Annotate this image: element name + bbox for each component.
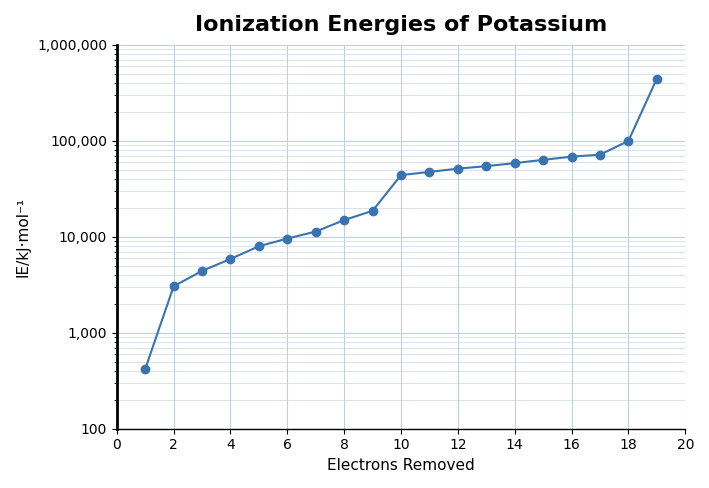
Y-axis label: IE/kJ·mol⁻¹: IE/kJ·mol⁻¹ (15, 197, 30, 277)
Title: Ionization Energies of Potassium: Ionization Energies of Potassium (195, 15, 607, 35)
X-axis label: Electrons Removed: Electrons Removed (327, 458, 475, 473)
